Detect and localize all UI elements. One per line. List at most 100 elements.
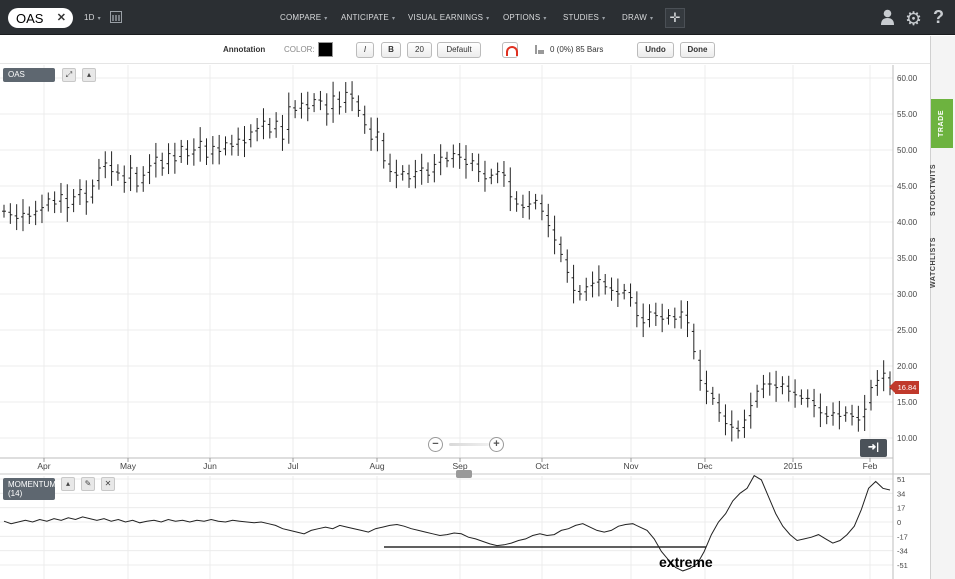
ohlc-bar <box>552 215 557 255</box>
bold-button[interactable]: B <box>381 42 401 58</box>
ohlc-bar <box>824 406 829 425</box>
remove-study-icon[interactable]: ✕ <box>101 477 115 491</box>
font-size-button[interactable]: 20 <box>407 42 432 58</box>
italic-button[interactable]: I <box>356 42 374 58</box>
ohlc-bar <box>90 179 95 204</box>
ohlc-bar <box>850 404 855 426</box>
ohlc-bar <box>255 118 260 142</box>
ohlc-bar <box>786 375 791 402</box>
ohlc-bar <box>400 165 405 181</box>
anticipate-menu[interactable]: ANTICIPATE ▾ <box>341 13 396 22</box>
user-icon[interactable] <box>880 9 895 30</box>
ohlc-bar <box>546 203 551 238</box>
price-tick-label: 35.00 <box>897 254 918 263</box>
compare-menu[interactable]: COMPARE ▾ <box>280 13 328 22</box>
panel-resize-handle[interactable] <box>456 470 472 478</box>
clear-symbol-icon[interactable]: ✕ <box>56 12 66 24</box>
momentum-move-up-icon[interactable]: ▴ <box>61 477 75 491</box>
ohlc-bar <box>653 302 658 326</box>
ohlc-bar <box>723 404 728 436</box>
ohlc-bar <box>647 304 652 328</box>
ohlc-bar <box>628 283 633 307</box>
ohlc-bar <box>356 95 361 117</box>
ohlc-bar <box>96 158 101 190</box>
momentum-label-period: (14) <box>8 489 23 498</box>
ohlc-bar <box>71 189 76 213</box>
ohlc-bar <box>774 370 779 402</box>
ohlc-bar <box>596 265 601 297</box>
ohlc-bar <box>691 323 696 360</box>
symbol-input[interactable]: OAS ✕ <box>8 8 73 28</box>
expand-icon[interactable]: ⤢ <box>62 68 76 82</box>
ohlc-bar <box>634 291 639 328</box>
ohlc-bar <box>217 134 222 165</box>
ohlc-bar <box>660 303 665 333</box>
ohlc-bar <box>679 300 684 329</box>
ohlc-bar <box>223 136 228 156</box>
ohlc-bar <box>20 199 25 232</box>
ohlc-bar <box>141 166 146 192</box>
momentum-axis-labels: 51 34 17 0 -17 -34 -51 <box>897 475 908 570</box>
ohlc-bar <box>704 370 709 405</box>
ohlc-bar <box>2 204 6 218</box>
draw-label: DRAW <box>622 13 647 22</box>
ohlc-bar <box>805 389 810 408</box>
interval-dropdown[interactable]: 1D ▾ <box>84 13 101 22</box>
color-swatch[interactable] <box>318 42 333 57</box>
momentum-tick-label: 51 <box>897 475 905 484</box>
ohlc-bar <box>229 134 234 156</box>
zoom-slider[interactable] <box>449 443 489 446</box>
ohlc-bar <box>274 112 279 138</box>
top-toolbar: OAS ✕ 1D ▾ COMPARE ▾ ANTICIPATE ▾ VISUAL EA… <box>0 0 955 35</box>
ohlc-bar <box>185 140 190 165</box>
magnet-icon[interactable] <box>502 42 518 58</box>
ohlc-bar <box>172 142 177 174</box>
ohlc-bar <box>27 206 32 225</box>
crosshair-icon[interactable]: ✛ <box>665 8 685 28</box>
zoom-in-button[interactable]: + <box>489 437 504 452</box>
ohlc-bar <box>115 164 120 181</box>
ohlc-bar <box>685 300 690 338</box>
calendar-icon[interactable] <box>110 11 122 23</box>
ohlc-bar <box>122 165 127 193</box>
visual-earnings-menu[interactable]: VISUAL EARNINGS ▾ <box>408 13 490 22</box>
ohlc-bar <box>812 388 817 418</box>
ohlc-bar <box>331 81 336 123</box>
time-tick-label: Dec <box>697 461 713 471</box>
ohlc-bar <box>558 236 563 263</box>
ohlc-bar <box>14 204 19 231</box>
ohlc-bar <box>710 386 715 405</box>
ohlc-bar <box>426 162 431 183</box>
ohlc-bar <box>609 277 614 301</box>
ohlc-bar <box>305 91 310 122</box>
main-panel-label[interactable]: OAS <box>3 68 55 82</box>
undo-button[interactable]: Undo <box>637 42 674 58</box>
default-button[interactable]: Default <box>437 42 481 58</box>
go-to-latest-button[interactable]: ➜| <box>860 439 887 457</box>
ohlc-bar <box>419 153 424 185</box>
ohlc-bar <box>482 160 487 192</box>
zoom-out-button[interactable]: − <box>428 437 443 452</box>
ohlc-bar <box>204 138 209 165</box>
extreme-annotation[interactable]: extreme <box>659 554 713 570</box>
studies-menu[interactable]: STUDIES ▾ <box>563 13 606 22</box>
ohlc-bar <box>153 142 158 178</box>
gear-icon[interactable]: ⚙ <box>905 9 923 30</box>
edit-study-icon[interactable]: ✎ <box>81 477 95 491</box>
momentum-panel-label[interactable]: MOMENTUM (14) <box>3 478 56 500</box>
time-tick-label: Aug <box>369 461 384 471</box>
help-icon[interactable]: ? <box>933 7 944 27</box>
ohlc-bar <box>533 193 538 210</box>
time-tick-label: Nov <box>623 461 639 471</box>
ohlc-bar <box>799 389 804 405</box>
draw-menu[interactable]: DRAW ▾ <box>622 13 654 22</box>
done-button[interactable]: Done <box>680 42 715 58</box>
ohlc-bar <box>571 264 576 304</box>
options-menu[interactable]: OPTIONS ▾ <box>503 13 547 22</box>
momentum-tick-label: 17 <box>897 504 905 513</box>
ohlc-bar <box>52 191 57 214</box>
move-up-icon[interactable]: ▴ <box>82 68 96 82</box>
ohlc-bar <box>350 81 355 112</box>
ohlc-bar <box>761 374 766 399</box>
